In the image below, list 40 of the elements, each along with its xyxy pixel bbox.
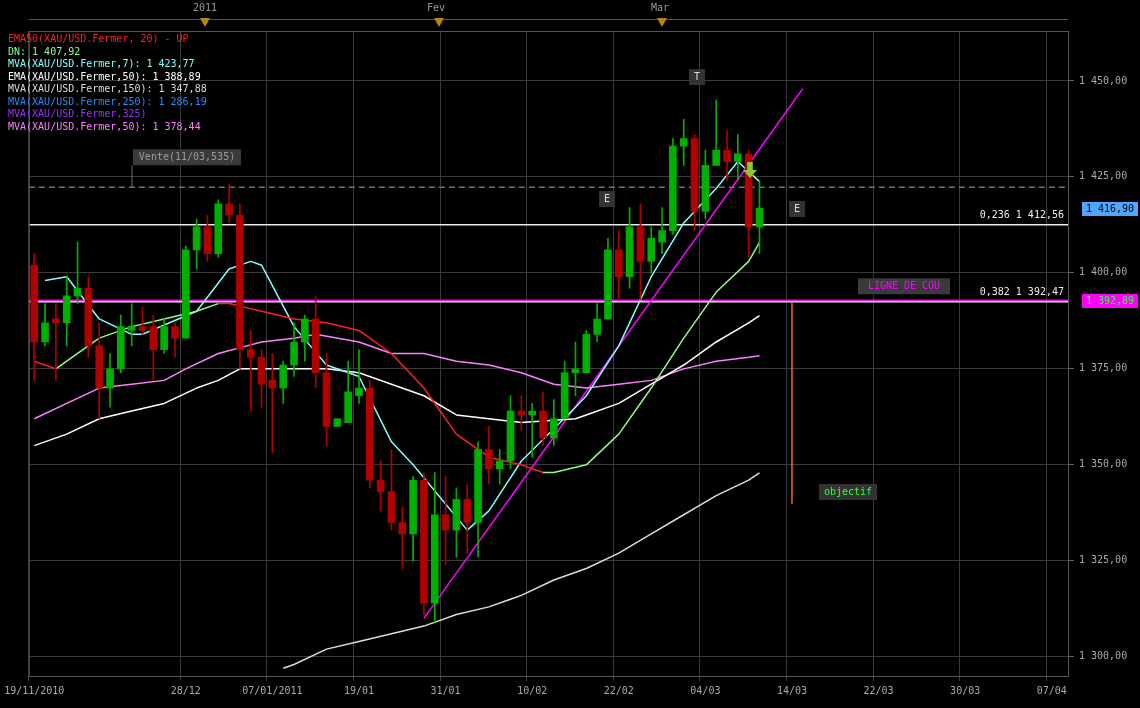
x-tick-label: 31/01 [430,684,461,696]
annotation: objectif [823,485,873,497]
x-tick-label: 19/11/2010 [4,684,65,696]
y-tick-label: 1 450,00 [1079,74,1128,86]
text: MVA(XAU/USD.Fermer,50): 1 378,44 [8,120,202,133]
y-tick-label: 1 350,00 [1079,458,1128,470]
text: Fev [426,1,446,13]
x-tick-label: 14/03 [776,684,808,696]
text: 1 392,89 [1085,294,1135,306]
x-tick-label: 19/01 [343,684,375,696]
text: 2011 [192,1,218,13]
text: Mar [650,1,670,13]
x-tick-label: 22/02 [603,684,634,696]
x-tick-label: 07/04 [1036,684,1067,696]
text: MVA(XAU/USD.Fermer,7): 1 423,77 [8,58,196,71]
y-tick-label: 1 325,00 [1079,554,1128,566]
x-tick-label: 28/12 [170,684,201,696]
annotation: T [693,70,701,82]
x-tick-label: 30/03 [950,684,981,696]
x-tick-label: 22/03 [863,684,894,696]
text: DN: 1 407,92 [8,45,82,58]
text: 1 416,90 [1085,202,1135,214]
y-tick-label: 1 425,00 [1079,170,1128,182]
annotation: E [793,202,801,214]
legend-label: MVA(XAU/USD.Fermer,325) [8,108,148,121]
x-tick-label: 04/03 [690,684,721,696]
text: MVA(XAU/USD.Fermer,150): 1 347,88 [8,83,207,96]
ref-line-label: 0,236 1 412,56 [979,209,1064,221]
y-tick-label: 1 375,00 [1079,362,1128,374]
ref-line-label: Vente(11/03,535) [138,150,236,162]
ref-line-label: 0,382 1 392,47 [979,286,1064,298]
text: EMA(XAU/USD.Fermer,50): 1 388,89 [8,70,202,83]
y-tick-label: 1 400,00 [1079,266,1128,278]
legend-label: MVA(XAU/USD.Fermer,250): 1 286,19 [8,95,207,108]
y-tick-label: 1 300,00 [1079,650,1128,662]
ref-line-label: LIGNE DE COU [867,279,941,291]
x-tick-label: 07/01/2011 [242,684,303,696]
text: EMA50(XAU/USD.Fermer, 20) - UP [8,33,190,46]
x-tick-label: 10/02 [517,684,548,696]
annotation: E [603,192,611,204]
